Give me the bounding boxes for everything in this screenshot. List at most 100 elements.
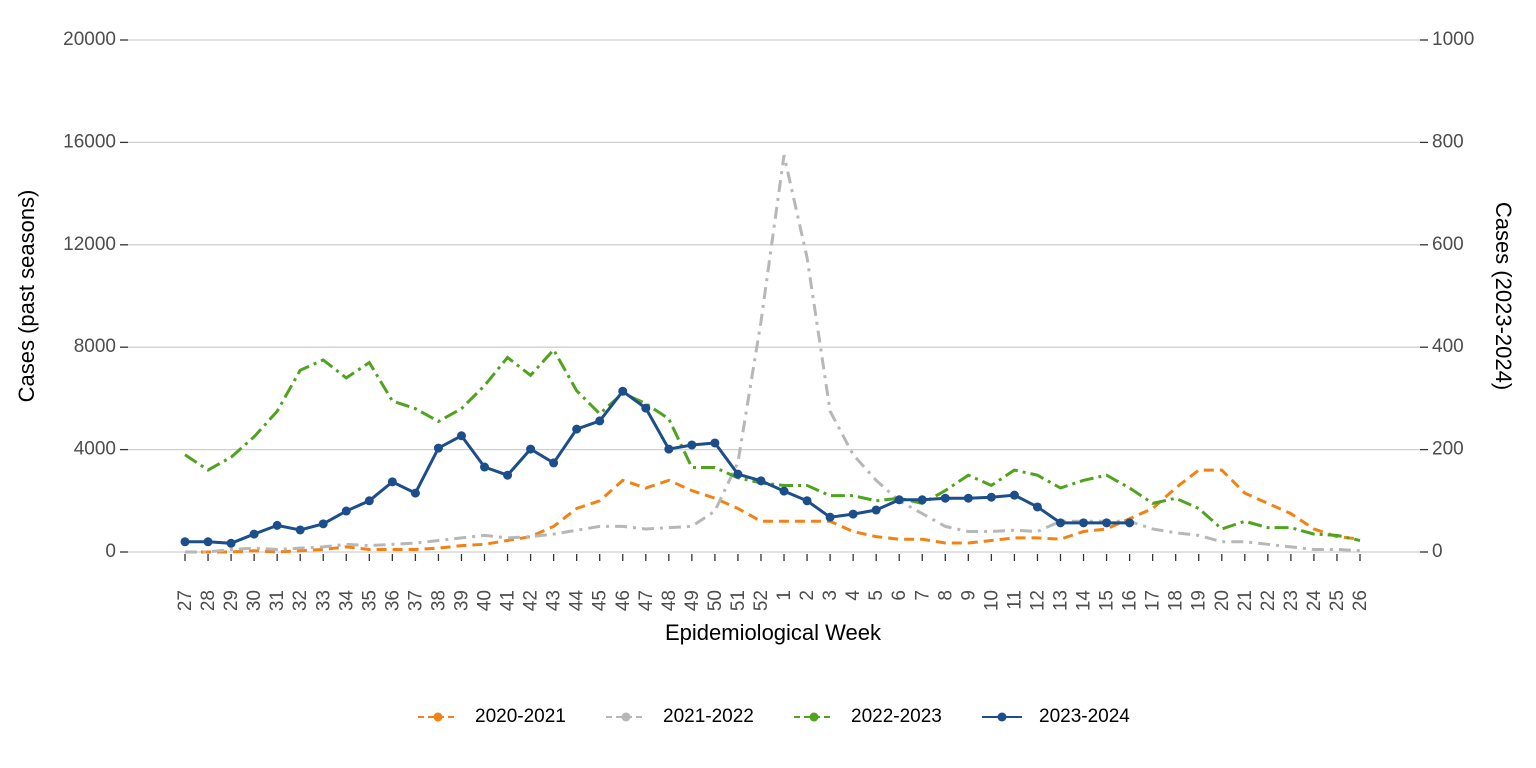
x-tick-label: 12	[1027, 590, 1048, 611]
x-axis-title: Epidemiological Week	[665, 620, 882, 645]
x-tick-label: 18	[1166, 590, 1187, 611]
series-point	[1125, 518, 1135, 528]
x-tick-label: 51	[728, 590, 749, 611]
series-point	[871, 505, 881, 515]
x-tick-label: 45	[590, 590, 611, 611]
series-point	[456, 431, 466, 441]
x-tick-label: 41	[498, 590, 519, 611]
x-tick-label: 33	[313, 590, 334, 611]
y2-tick-label: 600	[1432, 234, 1464, 255]
y2-tick-label: 1000	[1432, 29, 1474, 50]
y-axis-title: Cases (past seasons)	[14, 190, 39, 403]
x-tick-label: 36	[382, 590, 403, 611]
series-point	[1055, 518, 1065, 528]
x-tick-label: 37	[405, 590, 426, 611]
x-tick-label: 38	[428, 590, 449, 611]
series-point	[203, 537, 213, 547]
x-tick-label: 27	[175, 590, 196, 611]
x-tick-label: 8	[935, 590, 956, 601]
series-point	[894, 495, 904, 505]
series-point	[410, 488, 420, 498]
series-point	[779, 486, 789, 496]
y2-axis-title: Cases (2023-2024)	[1491, 202, 1516, 390]
y-tick-label: 20000	[63, 29, 116, 50]
x-tick-label: 35	[359, 590, 380, 611]
series-point	[480, 462, 490, 472]
legend-label: 2021-2022	[663, 706, 754, 727]
series-point	[710, 438, 720, 448]
x-tick-label: 15	[1097, 590, 1118, 611]
series-point	[940, 493, 950, 503]
x-tick-label: 31	[267, 590, 288, 611]
series-point	[249, 529, 259, 539]
series-point	[802, 496, 812, 506]
y-tick-label: 8000	[74, 336, 116, 357]
x-tick-label: 39	[451, 590, 472, 611]
y2-tick-label: 200	[1432, 439, 1464, 460]
x-tick-label: 28	[198, 590, 219, 611]
series-point	[986, 492, 996, 502]
x-tick-label: 5	[866, 590, 887, 601]
series-point	[664, 444, 674, 454]
x-tick-label: 21	[1235, 590, 1256, 611]
x-tick-label: 20	[1212, 590, 1233, 611]
x-tick-label: 25	[1327, 590, 1348, 611]
series-point	[1102, 518, 1112, 528]
y-tick-label: 12000	[63, 234, 116, 255]
legend-marker	[809, 712, 819, 722]
y-tick-label: 16000	[63, 131, 116, 152]
x-tick-label: 6	[889, 590, 910, 601]
x-tick-label: 7	[912, 590, 933, 601]
y-tick-label: 4000	[74, 439, 116, 460]
series-point	[917, 495, 927, 505]
series-point	[687, 440, 697, 450]
x-tick-label: 2	[797, 590, 818, 601]
x-tick-label: 16	[1120, 590, 1141, 611]
x-tick-label: 26	[1350, 590, 1371, 611]
series-line	[185, 468, 1361, 554]
legend-marker	[997, 712, 1007, 722]
series-point	[318, 519, 328, 529]
x-tick-label: 43	[544, 590, 565, 611]
x-tick-label: 10	[981, 590, 1002, 611]
x-tick-label: 13	[1051, 590, 1072, 611]
legend-label: 2023-2024	[1039, 706, 1130, 727]
series-point	[387, 477, 397, 487]
x-tick-label: 3	[820, 590, 841, 601]
x-tick-label: 48	[659, 590, 680, 611]
series-point	[825, 512, 835, 522]
legend-label: 2022-2023	[851, 706, 942, 727]
series-line	[184, 347, 1361, 542]
series-point	[733, 469, 743, 479]
series-point	[226, 538, 236, 548]
x-tick-label: 9	[958, 590, 979, 601]
x-tick-label: 44	[567, 590, 588, 612]
y2-tick-label: 0	[1432, 541, 1443, 562]
series-point	[1032, 502, 1042, 512]
series-point	[549, 458, 559, 468]
series-point	[364, 496, 374, 506]
x-tick-label: 11	[1004, 590, 1025, 610]
series-point	[1079, 518, 1089, 528]
x-tick-label: 23	[1281, 590, 1302, 611]
legend-marker	[621, 712, 631, 722]
x-tick-label: 19	[1189, 590, 1210, 611]
series-point	[341, 506, 351, 516]
series-point	[526, 444, 536, 454]
x-tick-label: 24	[1304, 590, 1325, 612]
series-point	[595, 416, 605, 426]
series-point	[503, 470, 513, 480]
x-tick-label: 52	[751, 590, 772, 611]
series-line	[185, 154, 1361, 554]
series-point	[433, 443, 443, 453]
series-point	[1009, 490, 1019, 500]
series-point	[618, 386, 628, 396]
x-tick-label: 14	[1074, 590, 1095, 612]
series-point	[963, 493, 973, 503]
legend-marker	[433, 712, 443, 722]
x-tick-label: 1	[774, 590, 795, 601]
x-tick-label: 17	[1143, 590, 1164, 611]
series-point	[848, 509, 858, 519]
